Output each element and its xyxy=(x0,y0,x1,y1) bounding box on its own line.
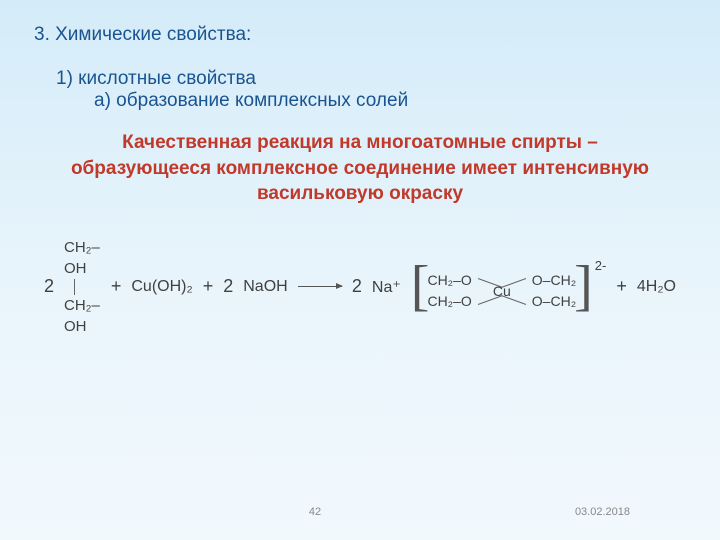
cu-center: Cu xyxy=(474,270,530,312)
bond-line xyxy=(74,279,101,295)
ligand-left-bottom: CH₂–O xyxy=(427,291,471,312)
section-title: 3. Химические свойства: xyxy=(34,24,686,46)
na-ion: Na⁺ xyxy=(372,277,401,297)
reaction-description: Качественная реакция на многоатомные спи… xyxy=(54,130,666,207)
ligand-left: CH₂–O CH₂–O xyxy=(427,270,471,312)
cuoh2-formula: Cu(OH)₂ xyxy=(131,278,192,296)
page-number: 42 xyxy=(309,506,321,518)
footer: 42 03.02.2018 xyxy=(0,506,720,518)
subsection-2: а) образование комплексных солей xyxy=(94,90,686,112)
water-product: 4H₂O xyxy=(637,278,676,296)
plus-sign: + xyxy=(203,276,214,297)
glycol-top: CH₂–OH xyxy=(64,237,101,279)
coefficient: 2 xyxy=(223,276,233,297)
bracket-right: ] xyxy=(574,262,593,310)
date-stamp: 03.02.2018 xyxy=(575,506,630,518)
coefficient: 2 xyxy=(44,276,54,297)
ligand-right: O–CH₂ O–CH₂ xyxy=(532,270,576,312)
cu-label: Cu xyxy=(493,283,511,299)
ligand-left-top: CH₂–O xyxy=(427,270,471,291)
subsection-1: 1) кислотные свойства xyxy=(56,68,686,90)
ligand-right-top: O–CH₂ xyxy=(532,270,576,291)
plus-sign: + xyxy=(111,276,122,297)
chemical-equation: 2 CH₂–OH CH₂–OH + Cu(OH)₂ + 2 NaOH 2 Na⁺… xyxy=(44,237,676,337)
reaction-arrow xyxy=(298,286,342,287)
naoh-formula: NaOH xyxy=(243,278,287,296)
ligand-right-bottom: O–CH₂ xyxy=(532,291,576,312)
coefficient: 2 xyxy=(352,276,362,297)
complex-charge: 2- xyxy=(595,258,607,273)
plus-sign: + xyxy=(616,276,627,297)
glycol-bottom: CH₂–OH xyxy=(64,295,101,337)
complex-ion: [ CH₂–O CH₂–O Cu O–CH₂ O–CH₂ xyxy=(411,262,607,312)
glycol-molecule: CH₂–OH CH₂–OH xyxy=(64,237,101,337)
